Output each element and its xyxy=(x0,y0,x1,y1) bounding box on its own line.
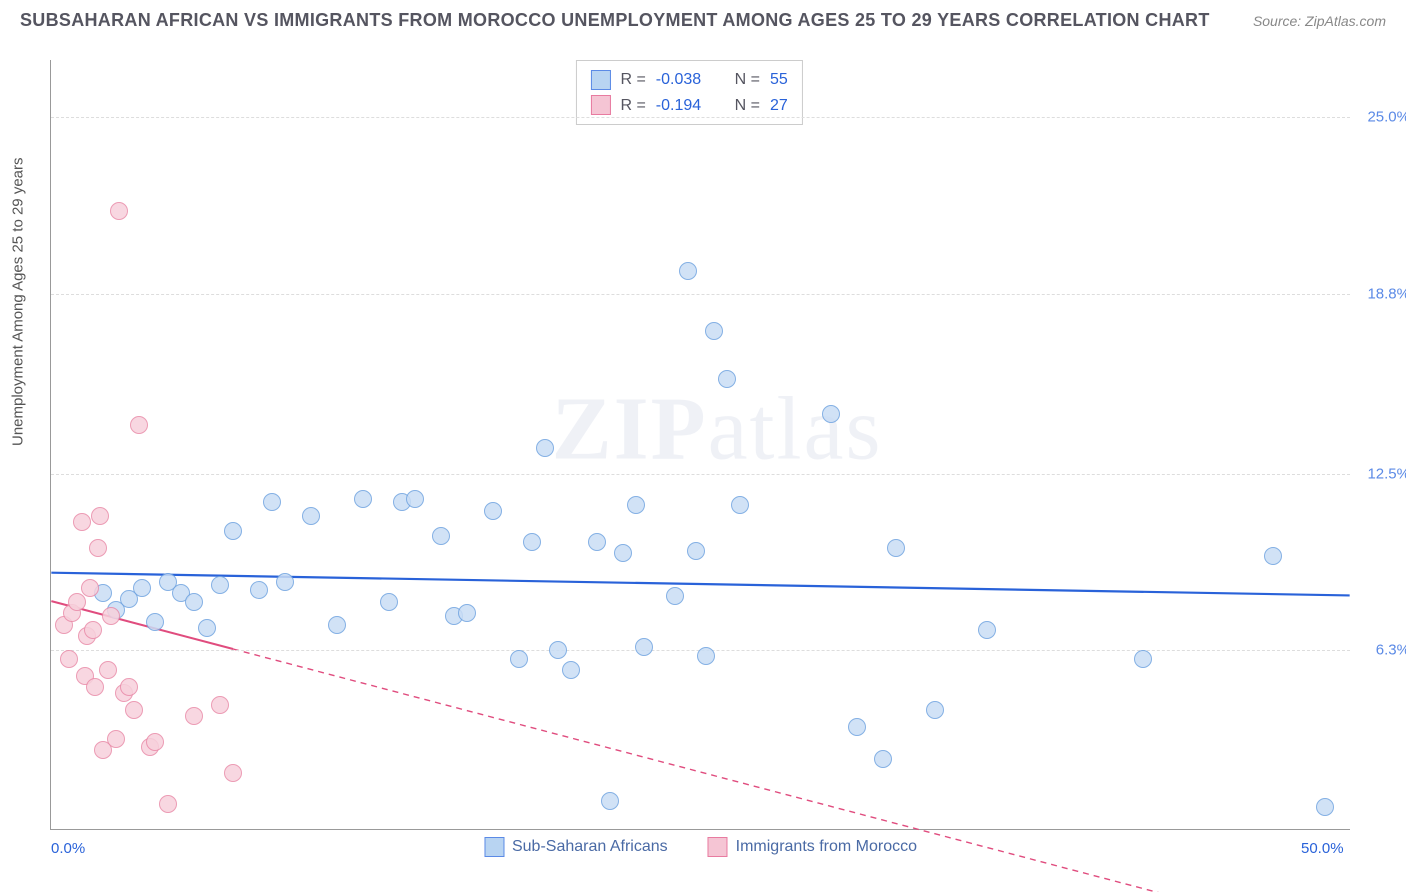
scatter-point-subsaharan xyxy=(198,619,216,637)
scatter-point-subsaharan xyxy=(718,370,736,388)
scatter-point-subsaharan xyxy=(146,613,164,631)
scatter-point-subsaharan xyxy=(380,593,398,611)
gridline xyxy=(51,117,1350,118)
scatter-point-subsaharan xyxy=(1134,650,1152,668)
scatter-point-morocco xyxy=(86,678,104,696)
stat-n-value: 27 xyxy=(770,93,788,119)
scatter-point-subsaharan xyxy=(562,661,580,679)
stats-row-subsaharan: R = -0.038 N = 55 xyxy=(590,67,787,93)
chart-title: SUBSAHARAN AFRICAN VS IMMIGRANTS FROM MO… xyxy=(20,10,1210,31)
trend-lines xyxy=(51,60,1350,829)
stat-r-label: R = xyxy=(620,67,645,93)
gridline xyxy=(51,474,1350,475)
scatter-point-morocco xyxy=(185,707,203,725)
scatter-point-subsaharan xyxy=(666,587,684,605)
scatter-point-subsaharan xyxy=(458,604,476,622)
bottom-legend: Sub-Saharan Africans Immigrants from Moro… xyxy=(484,837,917,857)
scatter-point-subsaharan xyxy=(432,527,450,545)
scatter-point-morocco xyxy=(91,507,109,525)
scatter-point-morocco xyxy=(110,202,128,220)
y-tick-label: 18.8% xyxy=(1355,285,1406,302)
scatter-point-subsaharan xyxy=(328,616,346,634)
scatter-point-subsaharan xyxy=(276,573,294,591)
scatter-point-subsaharan xyxy=(302,507,320,525)
scatter-point-subsaharan xyxy=(848,718,866,736)
scatter-point-subsaharan xyxy=(697,647,715,665)
scatter-point-morocco xyxy=(107,730,125,748)
legend-item-subsaharan: Sub-Saharan Africans xyxy=(484,837,668,857)
stat-n-label: N = xyxy=(726,67,760,93)
legend-item-morocco: Immigrants from Morocco xyxy=(708,837,917,857)
y-tick-label: 12.5% xyxy=(1355,465,1406,482)
scatter-point-subsaharan xyxy=(731,496,749,514)
scatter-point-subsaharan xyxy=(484,502,502,520)
scatter-point-subsaharan xyxy=(874,750,892,768)
scatter-point-subsaharan xyxy=(614,544,632,562)
scatter-point-morocco xyxy=(125,701,143,719)
scatter-point-subsaharan xyxy=(978,621,996,639)
x-tick-label: 0.0% xyxy=(51,840,85,857)
scatter-point-subsaharan xyxy=(133,579,151,597)
scatter-point-morocco xyxy=(146,733,164,751)
legend-swatch-subsaharan xyxy=(484,837,504,857)
scatter-point-morocco xyxy=(211,696,229,714)
scatter-point-morocco xyxy=(99,661,117,679)
source-label: Source: ZipAtlas.com xyxy=(1253,13,1386,29)
scatter-point-subsaharan xyxy=(224,522,242,540)
scatter-point-subsaharan xyxy=(1264,547,1282,565)
scatter-point-morocco xyxy=(84,621,102,639)
scatter-point-morocco xyxy=(89,539,107,557)
scatter-point-subsaharan xyxy=(250,581,268,599)
scatter-point-morocco xyxy=(130,416,148,434)
scatter-point-subsaharan xyxy=(887,539,905,557)
trend-line-subsaharan xyxy=(51,573,1349,596)
scatter-point-morocco xyxy=(60,650,78,668)
scatter-point-subsaharan xyxy=(523,533,541,551)
scatter-point-subsaharan xyxy=(627,496,645,514)
stat-r-value: -0.038 xyxy=(656,67,716,93)
scatter-point-subsaharan xyxy=(601,792,619,810)
scatter-point-subsaharan xyxy=(211,576,229,594)
stats-row-morocco: R = -0.194 N = 27 xyxy=(590,93,787,119)
scatter-point-subsaharan xyxy=(1316,798,1334,816)
y-tick-label: 25.0% xyxy=(1355,109,1406,126)
scatter-point-subsaharan xyxy=(185,593,203,611)
scatter-point-subsaharan xyxy=(679,262,697,280)
x-tick-label: 50.0% xyxy=(1301,840,1344,857)
legend-swatch-morocco xyxy=(708,837,728,857)
legend-label: Immigrants from Morocco xyxy=(736,838,917,856)
scatter-point-subsaharan xyxy=(354,490,372,508)
scatter-point-subsaharan xyxy=(263,493,281,511)
scatter-point-morocco xyxy=(120,678,138,696)
scatter-point-subsaharan xyxy=(926,701,944,719)
stat-n-value: 55 xyxy=(770,67,788,93)
scatter-point-subsaharan xyxy=(822,405,840,423)
scatter-point-morocco xyxy=(102,607,120,625)
scatter-point-subsaharan xyxy=(549,641,567,659)
stat-n-label: N = xyxy=(726,93,760,119)
scatter-point-morocco xyxy=(68,593,86,611)
scatter-point-subsaharan xyxy=(635,638,653,656)
scatter-point-subsaharan xyxy=(705,322,723,340)
scatter-point-subsaharan xyxy=(588,533,606,551)
swatch-subsaharan xyxy=(590,70,610,90)
stats-legend-box: R = -0.038 N = 55R = -0.194 N = 27 xyxy=(575,60,802,125)
stat-r-value: -0.194 xyxy=(656,93,716,119)
scatter-point-morocco xyxy=(224,764,242,782)
scatter-point-morocco xyxy=(81,579,99,597)
scatter-point-subsaharan xyxy=(510,650,528,668)
y-tick-label: 6.3% xyxy=(1355,642,1406,659)
y-axis-title: Unemployment Among Ages 25 to 29 years xyxy=(10,157,27,446)
legend-label: Sub-Saharan Africans xyxy=(512,838,668,856)
swatch-morocco xyxy=(590,95,610,115)
scatter-point-morocco xyxy=(159,795,177,813)
gridline xyxy=(51,294,1350,295)
scatter-point-morocco xyxy=(73,513,91,531)
scatter-point-subsaharan xyxy=(687,542,705,560)
stat-r-label: R = xyxy=(620,93,645,119)
plot-area: ZIPatlas R = -0.038 N = 55R = -0.194 N =… xyxy=(50,60,1350,830)
scatter-point-subsaharan xyxy=(536,439,554,457)
scatter-point-subsaharan xyxy=(406,490,424,508)
